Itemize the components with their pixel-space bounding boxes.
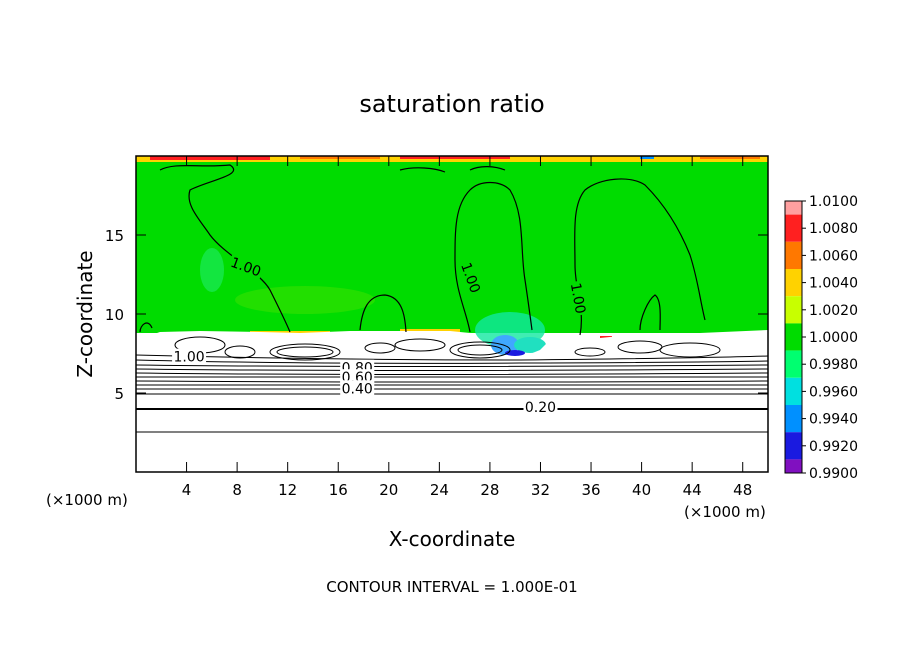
footer-contour-interval: CONTOUR INTERVAL = 1.000E-01 <box>326 578 577 596</box>
contour-label: 1.00 <box>172 348 207 366</box>
chart-title: saturation ratio <box>359 90 544 118</box>
saturated-region <box>136 156 768 333</box>
contour-label-text: 1.00 <box>567 282 588 315</box>
x-units-left: (×1000 m) <box>46 491 128 509</box>
shade-patch <box>200 248 224 292</box>
colorbar: 1.0100 1.0080 1.0060 1.0040 1.0020 1.0000 0.99… <box>784 194 858 482</box>
colorbar-label: 0.9960 <box>809 384 858 400</box>
colorbar-swatch <box>785 241 802 269</box>
x-tick-label: 40 <box>632 481 651 499</box>
contour-label: 0.40 <box>340 380 375 397</box>
colorbar-label: 0.9980 <box>809 357 858 373</box>
colorbar-swatch <box>785 201 802 215</box>
x-tick-label: 36 <box>581 481 600 499</box>
colorbar-label: 0.9920 <box>809 439 858 455</box>
contour-label: 1.00 <box>567 280 590 317</box>
colorbar-label: 1.0060 <box>809 248 858 264</box>
boundary-accent <box>250 331 330 334</box>
colorbar-swatch <box>785 459 802 473</box>
top-strip-red <box>300 156 380 159</box>
x-axis-label: X-coordinate <box>389 527 516 551</box>
x-tick-label: 48 <box>733 481 752 499</box>
y-axis-label: Z-coordinate <box>73 250 97 377</box>
unsaturated-region <box>136 330 768 472</box>
shade-patch <box>514 337 546 353</box>
x-tick-label: 28 <box>480 481 499 499</box>
y-tick-label: 5 <box>114 385 124 403</box>
contour-label: 0.20 <box>523 399 558 416</box>
colorbar-swatch <box>785 323 802 351</box>
colorbar-swatch <box>785 269 802 297</box>
colorbar-label: 1.0100 <box>809 194 858 210</box>
colorbar-swatch <box>785 350 802 378</box>
colorbar-label: 0.9900 <box>809 466 858 482</box>
y-tick-label: 10 <box>105 306 124 324</box>
colorbar-label: 0.9940 <box>809 412 858 428</box>
x-tick-label: 32 <box>531 481 550 499</box>
colorbar-label: 1.0020 <box>809 303 858 319</box>
contour-label-text: 1.00 <box>174 350 205 366</box>
x-tick-label: 8 <box>232 481 242 499</box>
shade-patch <box>491 335 519 355</box>
x-tick-label: 4 <box>182 481 192 499</box>
colorbar-swatch <box>785 405 802 433</box>
x-axis: 4 8 12 16 20 24 28 32 36 40 44 48 <box>182 156 752 499</box>
x-units-right: (×1000 m) <box>684 503 766 521</box>
boundary-accent <box>400 329 460 332</box>
contour-labels: 1.00 1.001.001.000.800.600.400.20 <box>172 253 590 416</box>
colorbar-label: 1.0040 <box>809 276 858 292</box>
x-tick-label: 12 <box>278 481 297 499</box>
colorbar-label: 1.0000 <box>809 330 858 346</box>
x-tick-label: 44 <box>683 481 702 499</box>
colorbar-swatch <box>785 432 802 460</box>
x-tick-label: 20 <box>379 481 398 499</box>
plot-area: 1.00 1.001.001.000.800.600.400.20 <box>136 156 768 472</box>
shade-patch <box>235 286 375 314</box>
x-tick-label: 16 <box>329 481 348 499</box>
top-strip-red <box>150 156 270 160</box>
contour-label-text: 0.20 <box>525 400 556 416</box>
colorbar-swatch <box>785 214 802 242</box>
top-strip-red <box>400 156 510 159</box>
y-tick-label: 15 <box>105 227 124 245</box>
top-strip-red <box>700 156 760 159</box>
colorbar-label: 1.0080 <box>809 221 858 237</box>
top-strip-blue <box>640 156 654 159</box>
colorbar-swatch <box>785 377 802 405</box>
x-tick-label: 24 <box>430 481 449 499</box>
contour-1.00-upper <box>139 164 706 336</box>
y-axis: 5 10 15 <box>105 227 768 403</box>
colorbar-swatch <box>785 296 802 324</box>
contour-label-text: 0.40 <box>342 381 373 397</box>
